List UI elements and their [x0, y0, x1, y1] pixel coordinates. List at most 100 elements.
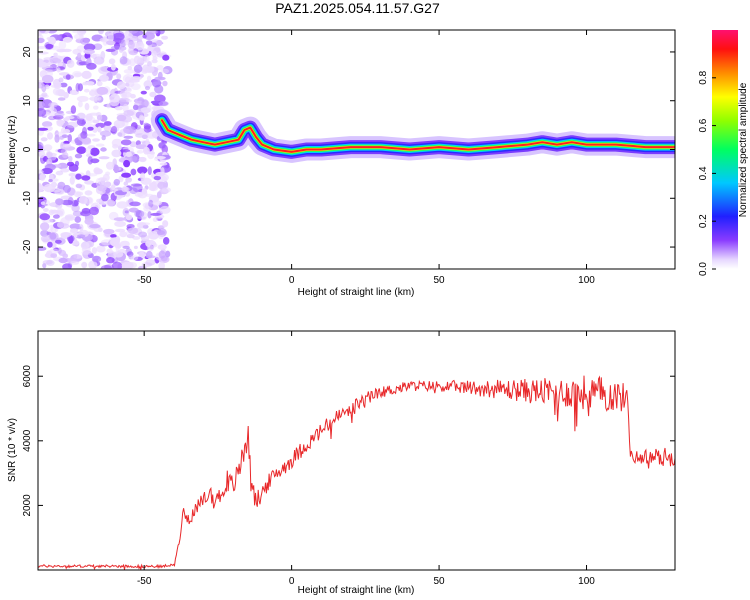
noise-blob — [108, 58, 116, 65]
noise-blob — [140, 177, 152, 185]
noise-blob — [131, 155, 138, 163]
noise-blob — [45, 43, 54, 50]
noise-blob — [78, 100, 83, 108]
noise-blob — [146, 75, 152, 82]
noise-blob — [134, 192, 143, 197]
noise-blob — [81, 70, 92, 79]
noise-blob — [118, 175, 124, 183]
noise-blob — [54, 112, 65, 117]
noise-blob — [141, 134, 148, 140]
x-tick-label: -50 — [137, 275, 152, 286]
spectrogram-panel: -50 0 50 100 -20 -10 0 10 20 Height of straight… — [7, 29, 676, 298]
noise-blob — [157, 244, 167, 251]
noise-blob — [159, 205, 171, 214]
noise-blob — [106, 103, 111, 109]
noise-blob — [91, 53, 101, 57]
noise-blob — [57, 97, 66, 101]
noise-blob — [49, 248, 59, 255]
noise-blob — [102, 173, 110, 182]
noise-blob — [68, 155, 73, 163]
noise-blob — [121, 94, 128, 99]
noise-blob — [66, 121, 79, 128]
noise-blob — [60, 148, 68, 155]
ridge-core — [160, 119, 675, 153]
noise-blob — [125, 214, 133, 221]
noise-blob — [68, 164, 79, 172]
noise-blob — [38, 37, 45, 44]
noise-blob — [47, 132, 53, 140]
noise-blob — [148, 199, 154, 208]
noise-blob — [38, 108, 47, 117]
noise-blob — [100, 66, 110, 72]
noise-blob — [67, 134, 73, 143]
noise-blob — [156, 65, 164, 71]
noise-blob — [138, 251, 145, 257]
noise-blob — [130, 255, 139, 261]
noise-blob — [76, 112, 86, 120]
noise-blob — [135, 140, 141, 146]
noise-blob — [137, 166, 148, 174]
noise-blob — [90, 158, 100, 164]
noise-blob — [41, 167, 53, 175]
noise-blob — [56, 119, 66, 125]
snr-panel: -50 0 50 100 2000 4000 6000 Height of straigh… — [7, 330, 676, 596]
noise-blob — [84, 88, 90, 93]
noise-blob — [58, 77, 64, 83]
noise-blob — [38, 144, 44, 153]
noise-blob — [87, 133, 96, 137]
noise-blob — [55, 239, 62, 244]
noise-blob — [60, 168, 70, 173]
noise-blob — [109, 93, 120, 103]
noise-blob — [96, 245, 106, 253]
noise-blob — [48, 36, 56, 45]
noise-blob — [41, 84, 47, 93]
noise-blob — [151, 50, 157, 57]
noise-blob — [111, 138, 123, 147]
x-tick-label: -50 — [137, 576, 152, 587]
noise-blob — [87, 156, 93, 165]
noise-blob — [40, 222, 50, 231]
noise-blob — [124, 76, 132, 83]
noise-blob — [38, 169, 44, 175]
noise-blob — [133, 64, 143, 74]
noise-blob — [119, 56, 128, 65]
noise-blob — [120, 139, 132, 146]
noise-blob — [81, 250, 93, 255]
noise-blob — [42, 199, 51, 207]
noise-blob — [107, 32, 114, 42]
noise-blob — [89, 206, 99, 216]
snr-x-ticks: -50 0 50 100 — [137, 331, 595, 587]
noise-blob — [130, 183, 142, 187]
colorbar-tick-label: 0.8 — [698, 70, 709, 84]
noise-blob — [143, 122, 149, 126]
noise-blob — [133, 245, 138, 250]
noise-blob — [112, 32, 125, 41]
noise-blob — [39, 173, 46, 181]
noise-blob — [72, 70, 83, 78]
noise-blob — [125, 87, 132, 93]
noise-blob — [100, 50, 106, 60]
noise-blob — [105, 48, 116, 53]
noise-blob — [145, 259, 156, 266]
noise-blob — [113, 164, 119, 174]
noise-blob — [57, 61, 64, 67]
noise-blob — [81, 207, 91, 214]
colorbar: 0.0 0.2 0.4 0.6 0.8 Normalized spectral ampl… — [698, 30, 749, 276]
noise-blob — [119, 231, 128, 238]
noise-blob — [154, 84, 164, 94]
noise-blob — [129, 201, 141, 207]
noise-blob — [122, 207, 130, 217]
noise-blob — [83, 43, 96, 51]
noise-blob — [56, 221, 65, 228]
noise-blob — [39, 30, 46, 34]
noise-blob — [128, 30, 139, 34]
noise-blob — [123, 68, 135, 74]
noise-blob — [121, 186, 128, 193]
noise-blob — [127, 227, 139, 234]
y-tick-label: 20 — [22, 46, 33, 58]
noise-blob — [123, 135, 134, 139]
noise-blob — [103, 124, 112, 132]
noise-blob — [38, 46, 47, 49]
noise-blob — [143, 125, 152, 133]
